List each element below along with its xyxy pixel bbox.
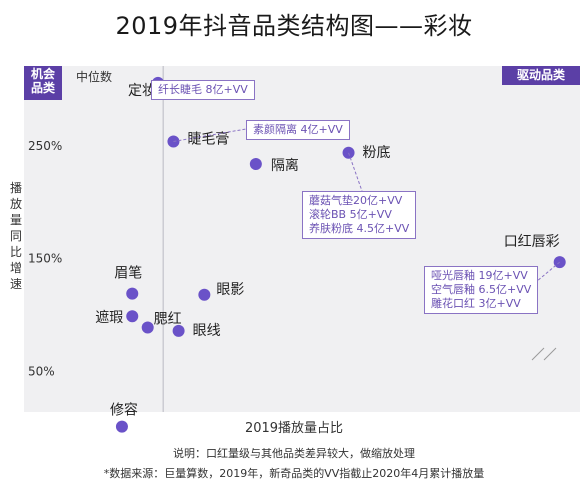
data-source: *数据来源：巨量算数，2019年，新奇品类的VV指截止2020年4月累计播放量 bbox=[103, 467, 485, 480]
y-tick-label: 50% bbox=[28, 364, 55, 378]
y-axis-label: 播放量同比增速 bbox=[8, 180, 24, 292]
y-axis-label-char: 同 bbox=[9, 229, 22, 243]
data-point-label: 修容 bbox=[110, 402, 138, 419]
y-axis-label-char: 速 bbox=[9, 277, 22, 291]
callout-foundation-line-1: 蘑菇气垫20亿+VV bbox=[309, 194, 403, 207]
callout-foundation: 蘑菇气垫20亿+VV 滚轮BB 5亿+VV 养肤粉底 4.5亿+VV bbox=[302, 191, 417, 239]
callout-lipstick-line-2: 空气唇釉 6.5亿+VV bbox=[431, 283, 532, 296]
callout-eyelash: 纤长睫毛 8亿+VV bbox=[151, 80, 255, 100]
callout-eyelash-line: 纤长睫毛 8亿+VV bbox=[158, 83, 248, 96]
data-point-label: 口红唇彩 bbox=[504, 234, 560, 250]
driver-category-badge: 驱动品类 bbox=[502, 66, 580, 85]
data-point bbox=[172, 324, 185, 337]
chart-title: 2019年抖音品类结构图——彩妆 bbox=[115, 12, 473, 40]
callout-lipstick: 哑光唇釉 19亿+VV 空气唇釉 6.5亿+VV 雕花口红 3亿+VV bbox=[424, 266, 539, 314]
y-axis-label-char: 增 bbox=[9, 261, 22, 275]
y-tick-label: 150% bbox=[28, 252, 62, 266]
data-point-label: 定妆 bbox=[128, 83, 156, 99]
callout-lipstick-line-1: 哑光唇釉 19亿+VV bbox=[431, 269, 528, 282]
median-label: 中位数 bbox=[76, 70, 113, 84]
callout-lipstick-line-3: 雕花口红 3亿+VV bbox=[431, 297, 521, 310]
callout-leader-line bbox=[173, 128, 247, 143]
y-axis-label-char: 量 bbox=[9, 213, 22, 227]
callout-primer-line: 素颜隔离 4亿+VV bbox=[253, 123, 343, 136]
callout-leader-line bbox=[348, 152, 363, 192]
data-point-label: 腮红 bbox=[154, 311, 182, 327]
data-point bbox=[126, 287, 139, 300]
x-axis-label: 2019播放量占比 bbox=[244, 421, 344, 436]
data-point-label: 眉笔 bbox=[114, 266, 142, 282]
data-point bbox=[141, 321, 154, 334]
data-point bbox=[115, 420, 128, 433]
y-axis-label-char: 比 bbox=[9, 245, 22, 259]
data-point bbox=[126, 310, 139, 323]
data-point bbox=[249, 158, 262, 171]
data-point bbox=[198, 288, 211, 301]
y-axis-label-char: 放 bbox=[9, 197, 22, 211]
badge-left-line-1: 机会 bbox=[30, 67, 55, 81]
data-point-label: 粉底 bbox=[363, 145, 391, 161]
data-point-label: 睫毛膏 bbox=[187, 131, 229, 148]
chart-note: 说明：口红量级与其他品类差异较大，做缩放处理 bbox=[173, 447, 415, 460]
y-tick-label: 250% bbox=[28, 139, 62, 153]
y-axis-label-char: 播 bbox=[9, 181, 22, 195]
axis-break-mark bbox=[531, 347, 545, 361]
data-point-label: 眼线 bbox=[193, 323, 221, 339]
callout-primer: 素颜隔离 4亿+VV bbox=[246, 120, 350, 140]
axis-break-mark bbox=[543, 347, 557, 361]
badge-left-line-2: 品类 bbox=[30, 81, 55, 95]
opportunity-category-badge: 机会 品类 bbox=[24, 66, 62, 100]
quadrant-background bbox=[24, 66, 580, 412]
data-point-label: 眼影 bbox=[216, 282, 244, 298]
callout-foundation-line-2: 滚轮BB 5亿+VV bbox=[309, 208, 392, 221]
data-point-label: 遮瑕 bbox=[95, 310, 123, 326]
callout-foundation-line-3: 养肤粉底 4.5亿+VV bbox=[309, 222, 410, 235]
data-point-label: 隔离 bbox=[271, 157, 299, 174]
